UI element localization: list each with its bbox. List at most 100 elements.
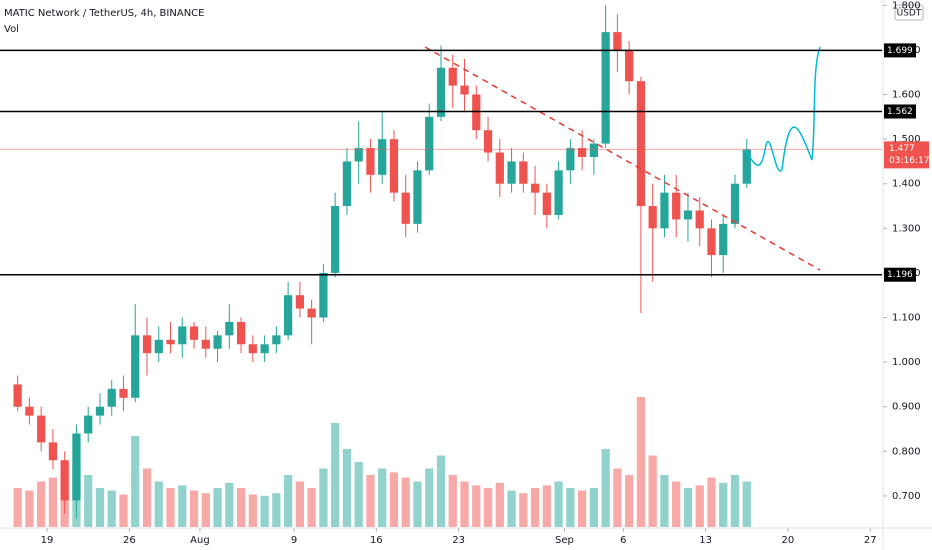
x-tick-label: 13 xyxy=(699,535,712,546)
level-badge xyxy=(884,43,916,58)
candle-body xyxy=(648,206,657,229)
volume-bar xyxy=(648,455,657,527)
volume-bar xyxy=(472,485,481,527)
candle-body xyxy=(519,161,528,184)
volume-bar xyxy=(142,468,152,527)
candle-body xyxy=(448,67,457,86)
x-tick-label: 16 xyxy=(370,535,383,546)
y-tick-label: 0.900 xyxy=(892,402,921,413)
y-tick-label: 1.100 xyxy=(892,313,921,324)
candle-body xyxy=(401,192,410,224)
candle-body xyxy=(319,272,328,318)
candle-body xyxy=(354,148,363,162)
trend-line xyxy=(424,46,821,271)
volume-bar xyxy=(719,482,728,527)
candle-body xyxy=(542,192,551,215)
volume-bar xyxy=(284,475,293,527)
candle-body xyxy=(142,335,152,354)
candle-body xyxy=(472,94,481,131)
candle-body xyxy=(48,442,58,461)
volume-bar xyxy=(366,475,375,527)
candle-body xyxy=(730,183,740,224)
volume-bar xyxy=(589,488,598,527)
candle-body xyxy=(37,415,46,443)
volume-bar xyxy=(507,490,516,527)
x-tick-label: Sep xyxy=(555,535,574,546)
volume-bar xyxy=(25,490,34,527)
candle-body xyxy=(589,143,598,157)
candle-body xyxy=(284,295,293,336)
volume-bar xyxy=(201,493,210,527)
candle-body xyxy=(260,344,269,354)
volume-bar xyxy=(613,468,622,527)
volume-bar xyxy=(154,481,163,527)
level-badge xyxy=(884,267,916,282)
candle-body xyxy=(683,210,693,220)
volume-bar xyxy=(107,490,116,527)
volume-bar xyxy=(530,488,540,527)
last-price-badge xyxy=(884,141,929,169)
candle-body xyxy=(378,139,387,175)
candle-body xyxy=(72,433,81,501)
volume-bar xyxy=(578,490,587,527)
candle-body xyxy=(178,326,187,345)
y-tick-label: 1.000 xyxy=(892,357,921,368)
candle-body xyxy=(189,326,199,340)
candle-body xyxy=(131,335,140,398)
volume-bar xyxy=(354,462,363,527)
volume-bar xyxy=(730,475,740,527)
x-tick-label: 23 xyxy=(452,535,465,546)
candle-body xyxy=(295,295,304,309)
candle-body xyxy=(742,149,751,184)
candle-body xyxy=(248,344,257,354)
candle-body xyxy=(331,206,340,273)
volume-bar xyxy=(554,481,563,527)
volume-bar xyxy=(272,493,281,527)
level-label: 1.196 xyxy=(887,270,913,280)
candle-body xyxy=(119,388,128,398)
volume-bar xyxy=(248,494,257,527)
forecast-path xyxy=(744,46,821,172)
volume-bar xyxy=(295,481,304,527)
volume-bar xyxy=(401,477,410,527)
candle-body xyxy=(507,161,516,184)
candle-body xyxy=(566,148,575,171)
x-tick-label: 19 xyxy=(41,535,54,546)
level-badge xyxy=(884,104,916,119)
y-tick-label: 1.300 xyxy=(892,223,921,234)
candle-body xyxy=(601,32,610,144)
volume-bar xyxy=(483,488,493,527)
candle-body xyxy=(636,81,646,207)
candle-body xyxy=(272,335,281,345)
volume-bar xyxy=(425,468,434,527)
volume-bar xyxy=(625,475,634,527)
symbol-title: MATIC Network / TetherUS, 4h, BINANCE xyxy=(4,8,204,19)
x-tick-label: Aug xyxy=(190,535,210,546)
candle-body xyxy=(201,339,210,349)
candle-body xyxy=(436,67,446,117)
x-tick-label: 9 xyxy=(291,535,297,546)
x-tick-label: 6 xyxy=(620,535,626,546)
candle-body xyxy=(236,321,246,345)
volume-bar xyxy=(389,472,399,527)
volume-bar xyxy=(189,490,199,527)
y-tick-label: 1.500 xyxy=(892,134,921,145)
volume-bar xyxy=(378,468,387,527)
volume-bar xyxy=(236,488,246,527)
currency-badge xyxy=(894,4,924,21)
candle-body xyxy=(25,406,34,416)
level-label: 1.562 xyxy=(887,107,913,117)
volume-bar xyxy=(413,481,422,527)
candle-body xyxy=(625,49,634,82)
y-tick-label: 0.700 xyxy=(892,491,921,502)
volume-bar xyxy=(695,485,704,527)
x-tick-label: 26 xyxy=(123,535,136,546)
candle-body xyxy=(483,130,493,153)
candle-body xyxy=(660,192,669,229)
candle-body xyxy=(495,152,504,184)
candle-body xyxy=(213,335,222,349)
level-label: 1.699 xyxy=(887,46,913,56)
volume-bar xyxy=(448,475,457,527)
